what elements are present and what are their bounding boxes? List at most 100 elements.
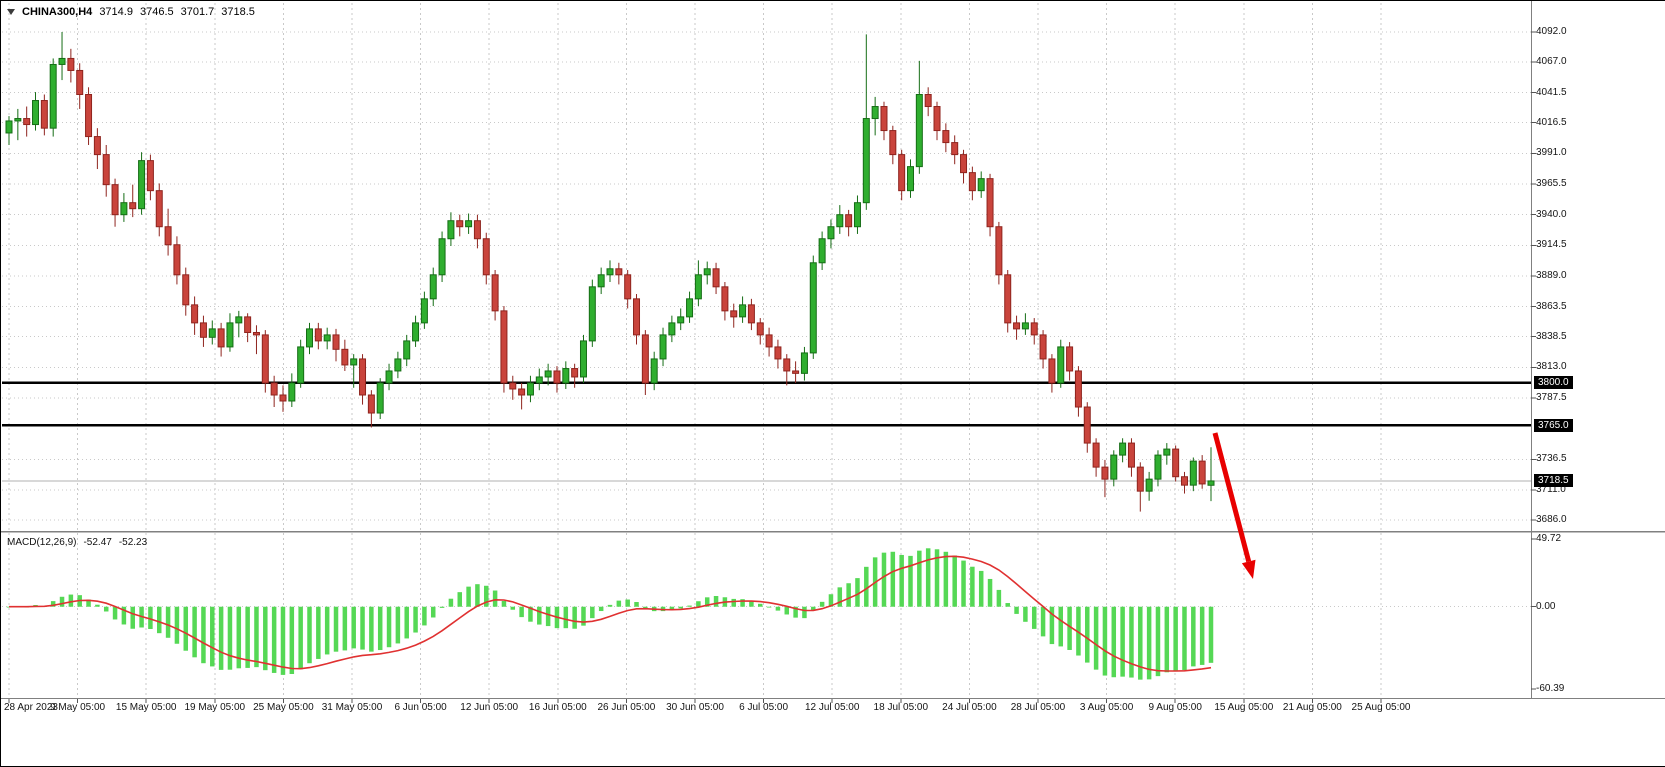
macd-histogram-bar <box>1031 606 1037 629</box>
time-label: 26 Jun 05:00 <box>597 702 656 713</box>
macd-histogram-bar <box>236 606 242 669</box>
candle-down <box>279 394 287 402</box>
trend-arrow-shaft[interactable] <box>1212 432 1252 563</box>
macd-histogram-bar <box>218 606 224 670</box>
candle-down <box>314 328 322 342</box>
macd-histogram-bar <box>360 606 365 650</box>
candle-down <box>1180 476 1188 486</box>
candle-down <box>1136 466 1144 492</box>
macd-histogram-bar <box>828 594 834 607</box>
macd-histogram-bar <box>254 606 259 668</box>
macd-histogram-bar <box>1014 606 1019 614</box>
macd-histogram-bar <box>484 585 489 607</box>
trend-arrow-head[interactable] <box>1241 559 1256 579</box>
candle-down <box>67 57 75 71</box>
macd-histogram-bar <box>528 606 533 622</box>
candle-down <box>880 106 888 132</box>
candle-up <box>350 358 358 366</box>
macd-histogram-bar <box>271 606 277 673</box>
macd-histogram-bar <box>987 578 993 607</box>
macd-histogram-bar <box>1040 606 1046 637</box>
candle-down <box>792 370 800 374</box>
candle-up <box>429 274 437 300</box>
candle-down <box>500 310 508 384</box>
macd-histogram-bar <box>369 606 374 652</box>
time-axis[interactable]: 28 Apr 2023 9 May 05:00 15 May 05:00 19 May… <box>1 700 1535 718</box>
candle-up <box>412 322 420 342</box>
price-axis[interactable]: 4092.0 4067.0 4041.5 4016.5 3991.0 3965.5 3940… <box>1534 1 1662 699</box>
price-label: 3813.0 <box>1536 361 1567 372</box>
candle-down <box>473 220 481 240</box>
macd-histogram-bar <box>148 606 153 629</box>
candle-down <box>23 118 31 126</box>
chart-title: CHINA300,H4 3714.9 3746.5 3701.7 3718.5 <box>7 6 255 18</box>
macd-histogram-bar <box>669 606 675 610</box>
macd-histogram-bar <box>404 606 409 639</box>
trend-arrow[interactable] <box>1212 432 1256 579</box>
macd-histogram-bar <box>112 606 118 620</box>
macd-histogram-bar <box>324 606 330 655</box>
time-label: 30 Jun 05:00 <box>666 702 724 713</box>
price-label: 3889.0 <box>1536 270 1567 281</box>
candle-up <box>420 298 428 324</box>
candle-up <box>526 382 534 396</box>
macd-histogram-bar <box>890 551 896 607</box>
macd-histogram-bar <box>1111 606 1117 678</box>
macd-histogram-bar <box>280 606 286 675</box>
candle-down <box>721 286 729 312</box>
candle-down <box>482 238 490 276</box>
macd-histogram-bar <box>590 606 595 619</box>
candle-up <box>58 57 66 65</box>
candle-down <box>624 274 632 300</box>
macd-histogram-bar <box>784 606 790 615</box>
macd-histogram-bar <box>740 599 745 607</box>
macd-histogram-bar <box>1164 606 1170 673</box>
macd-histogram-bar <box>95 604 100 607</box>
macd-histogram-bar <box>439 606 445 608</box>
candle-down <box>332 334 340 350</box>
candle-up <box>800 352 808 374</box>
candle-up <box>686 298 694 318</box>
time-label: 18 Jul 05:00 <box>873 702 929 713</box>
macd-histogram-bar <box>731 598 736 607</box>
symbol-dropdown-icon[interactable] <box>7 9 15 15</box>
macd-histogram-bar <box>572 606 577 629</box>
macd-histogram-bar <box>201 606 206 664</box>
time-label: 12 Jul 05:00 <box>804 702 860 713</box>
candle-up <box>1110 454 1118 480</box>
macd-histogram-bar <box>1146 606 1152 680</box>
candle-down <box>173 244 181 276</box>
candle-up <box>49 63 57 129</box>
macd-histogram-bar <box>598 606 604 612</box>
macd-name: MACD(12,26,9) <box>7 537 77 548</box>
candle-down <box>898 154 906 192</box>
candle-up <box>1154 454 1162 480</box>
macd-histogram-bar <box>183 606 189 651</box>
candle-down <box>1198 460 1206 485</box>
title-close: 3718.5 <box>221 6 255 18</box>
candle-up <box>465 220 473 228</box>
candle-down <box>924 94 932 108</box>
candle-down <box>747 304 755 324</box>
candle-down <box>182 274 190 306</box>
macd-histogram-bar <box>811 606 816 611</box>
candle-down <box>102 154 110 186</box>
macd-histogram-bar <box>864 566 869 607</box>
candle-down <box>730 310 738 318</box>
candle-up <box>659 334 667 360</box>
candle-down <box>774 346 782 360</box>
macd-histogram-bar <box>192 606 197 658</box>
candle-up <box>385 370 393 384</box>
time-label: 16 Jun 05:00 <box>528 702 587 713</box>
candle-down <box>1127 442 1135 468</box>
macd-histogram-bar <box>607 604 613 607</box>
candle-down <box>641 334 649 384</box>
macd-histogram-bar <box>227 606 233 670</box>
macd-axis-label: 0.00 <box>1536 601 1556 612</box>
candle-down <box>146 160 154 192</box>
macd-histogram-bar <box>881 552 887 607</box>
main-chart-area[interactable] <box>2 2 1531 531</box>
candle-up <box>862 118 870 204</box>
macd-histogram-bar <box>713 596 719 607</box>
